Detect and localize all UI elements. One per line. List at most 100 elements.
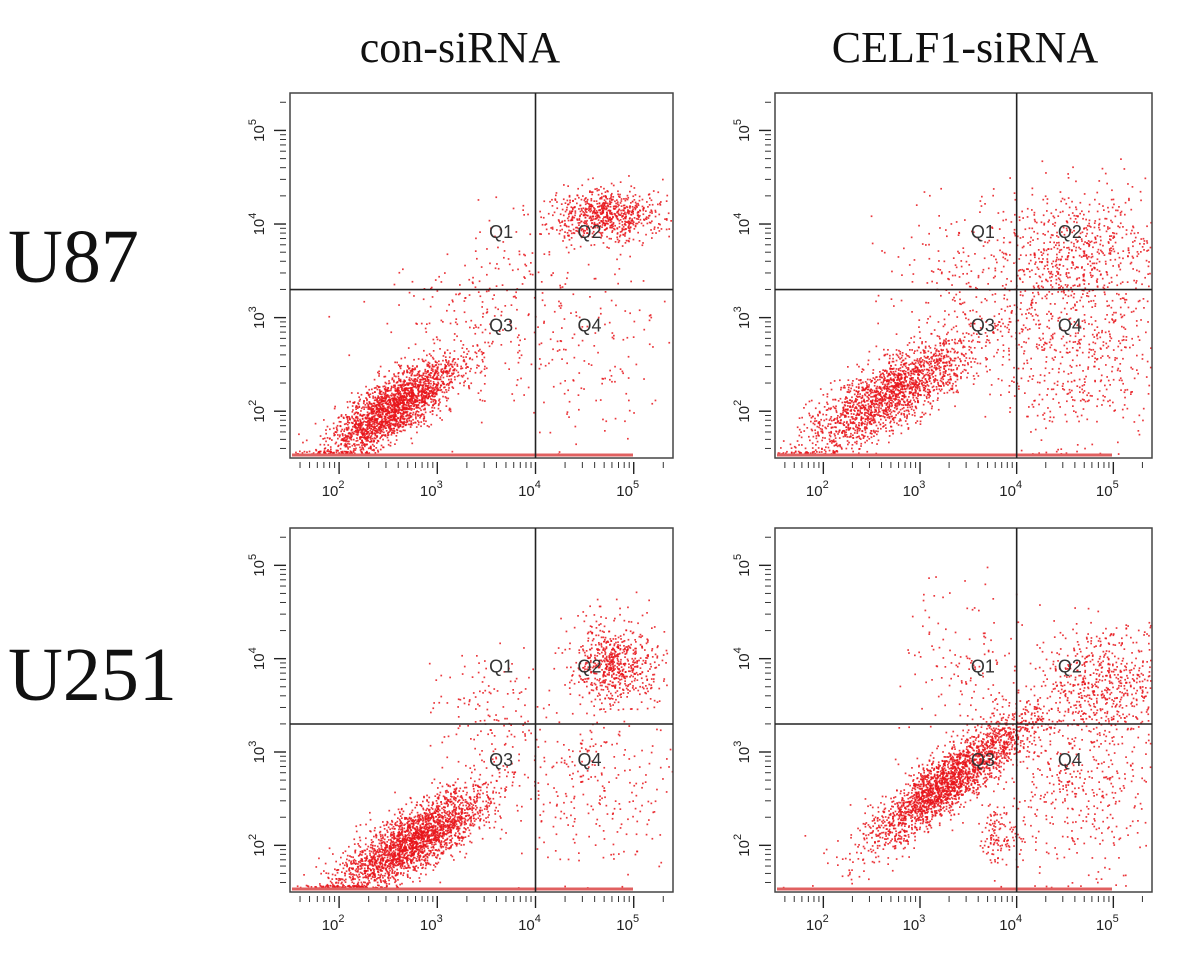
event-dot (351, 431, 354, 434)
event-dot (420, 415, 422, 417)
event-dot (953, 374, 956, 376)
event-dot (517, 268, 519, 271)
event-dot (906, 376, 909, 378)
event-dot (628, 224, 630, 227)
event-dot (378, 373, 380, 375)
event-dot (840, 419, 842, 421)
event-dot (435, 336, 438, 338)
event-dot (394, 361, 396, 364)
event-dot (866, 386, 869, 388)
event-dot (368, 432, 371, 435)
event-dot (353, 430, 356, 433)
event-dot (948, 313, 950, 316)
event-dot (624, 216, 627, 218)
event-dot (917, 393, 920, 396)
event-dot (351, 415, 353, 418)
event-dot (610, 195, 613, 198)
event-dot (942, 357, 945, 360)
event-dot (467, 366, 469, 368)
event-dot (362, 414, 364, 417)
event-dot (585, 211, 588, 214)
event-dot (437, 366, 439, 368)
event-dot (879, 415, 882, 417)
event-dot (938, 384, 940, 387)
event-dot (1000, 325, 1002, 328)
event-dot (919, 369, 921, 372)
event-dot (871, 442, 873, 444)
event-dot (840, 388, 842, 391)
event-dot (391, 429, 394, 432)
event-dot (379, 413, 382, 416)
event-dot (824, 437, 826, 439)
event-dot (567, 225, 570, 228)
event-dot (376, 399, 378, 401)
event-dot (609, 201, 611, 204)
event-dot (942, 356, 945, 358)
event-dot (434, 399, 436, 401)
event-dot (632, 208, 634, 211)
event-dot (398, 421, 400, 424)
event-dot (852, 401, 855, 404)
event-dot (402, 425, 405, 428)
event-dot (984, 345, 987, 347)
event-dot (578, 326, 581, 328)
event-dot (622, 228, 625, 231)
event-dot (389, 430, 391, 432)
event-dot (959, 338, 961, 340)
event-dot (449, 363, 452, 366)
event-dot (927, 362, 930, 365)
event-dot (913, 335, 916, 338)
event-dot (878, 411, 881, 413)
event-dot (929, 395, 931, 397)
event-dot (382, 428, 384, 431)
event-dot (400, 357, 403, 360)
event-dot (438, 378, 440, 381)
event-dot (576, 219, 579, 221)
event-dot (391, 386, 393, 389)
event-dot (573, 232, 576, 235)
event-dot (629, 231, 631, 233)
event-dot (861, 368, 864, 370)
event-dot (416, 397, 419, 400)
event-dot (386, 414, 388, 417)
event-dot (652, 346, 654, 348)
event-dot (443, 367, 446, 370)
event-dot (630, 280, 632, 283)
event-dot (556, 201, 558, 203)
event-dot (386, 395, 388, 398)
event-dot (480, 266, 483, 268)
event-dot (944, 340, 947, 342)
event-dot (609, 378, 611, 381)
event-dot (339, 425, 342, 427)
event-dot (574, 425, 577, 428)
event-dot (872, 417, 875, 419)
event-dot (960, 377, 962, 380)
event-dot (347, 446, 349, 449)
event-dot (592, 211, 594, 213)
event-dot (598, 202, 601, 205)
event-dot (374, 404, 376, 406)
event-dot (883, 348, 885, 351)
event-dot (937, 350, 940, 352)
event-dot (344, 434, 347, 436)
event-dot (870, 436, 873, 439)
event-dot (431, 296, 434, 298)
event-dot (444, 351, 446, 354)
event-dot (356, 426, 359, 429)
event-dot (880, 395, 882, 398)
event-dot (894, 416, 897, 419)
event-dot (347, 419, 349, 422)
event-dot (394, 397, 396, 400)
event-dot (383, 375, 386, 378)
event-dot (858, 386, 860, 388)
event-dot (866, 439, 868, 442)
event-dot (393, 375, 396, 377)
event-dot (384, 381, 387, 384)
event-dot (408, 382, 411, 385)
event-dot (871, 395, 874, 398)
event-dot (561, 220, 564, 223)
event-dot (380, 397, 382, 400)
event-dot (909, 363, 912, 365)
event-dot (854, 410, 856, 412)
event-dot (972, 332, 975, 335)
